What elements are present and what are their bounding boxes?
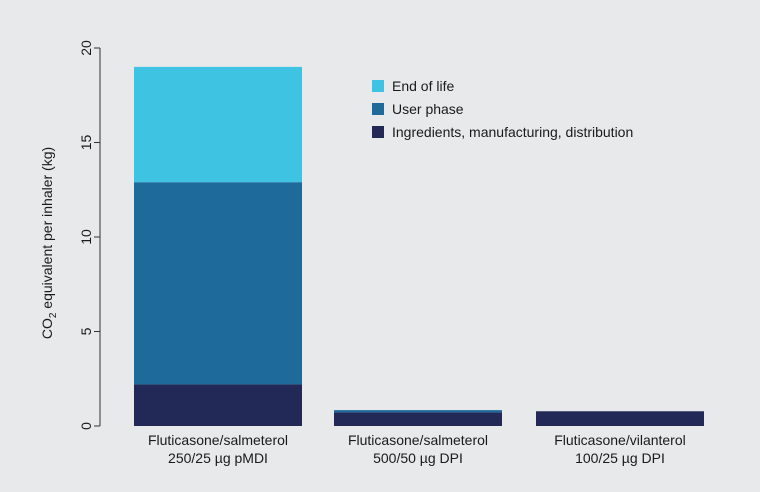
- category-labels: Fluticasone/salmeterol 250/25 µg pMDI Flut…: [148, 432, 686, 466]
- y-axis: 0 5 10 15 20: [78, 40, 101, 430]
- y-axis-label: CO2 equivalent per inhaler (kg): [39, 147, 59, 339]
- category-label: 250/25 µg pMDI: [168, 450, 268, 466]
- y-tick-label: 10: [78, 229, 94, 245]
- category-label: Fluticasone/vilanterol: [554, 432, 686, 448]
- legend-swatch: [372, 80, 384, 92]
- bar-segment: [134, 384, 302, 426]
- legend-swatch: [372, 126, 384, 138]
- bar-segment: [334, 412, 502, 426]
- y-tick-label: 20: [78, 40, 94, 56]
- bars: [134, 66, 704, 426]
- legend: End of life User phase Ingredients, manufa…: [372, 78, 633, 140]
- category-label: Fluticasone/salmeterol: [348, 432, 488, 448]
- bar-segment: [134, 66, 302, 183]
- bar-segment: [536, 411, 704, 426]
- category-label: Fluticasone/salmeterol: [148, 432, 288, 448]
- bar-segment: [134, 182, 302, 385]
- legend-label: Ingredients, manufacturing, distribution: [392, 124, 633, 140]
- legend-swatch: [372, 103, 384, 115]
- y-tick-label: 0: [78, 422, 94, 430]
- y-tick-label: 5: [78, 327, 94, 335]
- category-label: 100/25 µg DPI: [575, 450, 665, 466]
- y-tick-label: 15: [78, 135, 94, 151]
- category-label: 500/50 µg DPI: [373, 450, 463, 466]
- bar-segment: [334, 410, 502, 413]
- legend-label: User phase: [392, 101, 464, 117]
- legend-label: End of life: [392, 78, 454, 94]
